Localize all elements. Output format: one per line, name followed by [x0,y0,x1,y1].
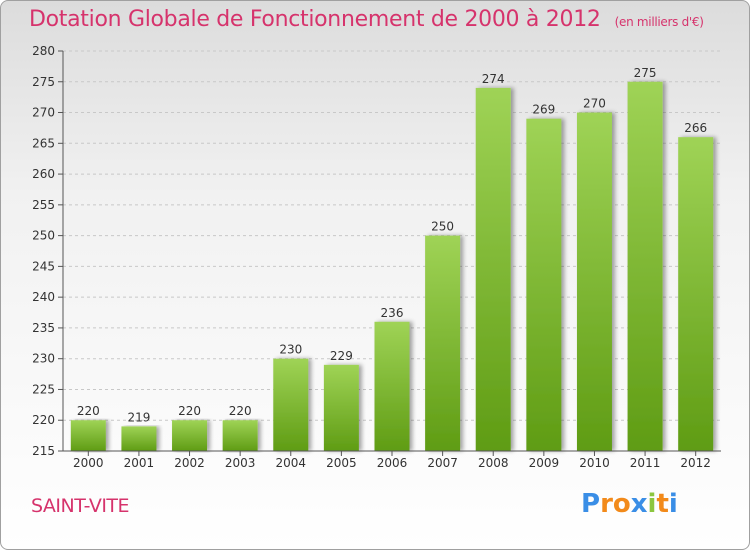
chart-title: Dotation Globale de Fonctionnement de 20… [29,7,704,32]
bar [222,420,258,451]
logo-letter: i [668,489,678,519]
bar [172,420,208,451]
data-label: 275 [634,66,657,80]
bar [627,81,663,452]
x-tick-label: 2006 [377,456,408,470]
bar [273,358,309,451]
y-tick-label: 280 [32,44,55,58]
x-tick-label: 2012 [680,456,711,470]
logo-letter: o [612,489,631,519]
bar [526,118,562,451]
bar [323,364,359,451]
x-tick-label: 2002 [174,456,205,470]
bar [678,137,714,451]
y-tick-label: 255 [32,198,55,212]
logo-letter: t [656,489,669,519]
x-tick-label: 2005 [326,456,357,470]
x-tick-label: 2001 [124,456,155,470]
bar [576,112,612,452]
y-tick-label: 260 [32,167,55,181]
y-tick-label: 235 [32,321,55,335]
x-tick-label: 2003 [225,456,256,470]
x-tick-label: 2010 [579,456,610,470]
data-label: 219 [127,410,150,424]
data-label: 220 [178,404,201,418]
bar [374,321,410,451]
data-label: 236 [381,306,404,320]
x-tick-label: 2009 [529,456,560,470]
x-tick-label: 2011 [630,456,661,470]
data-label: 274 [482,72,505,86]
data-label: 220 [229,404,252,418]
data-label: 229 [330,349,353,363]
logo-letter: i [647,489,657,519]
x-tick-label: 2007 [427,456,458,470]
logo-letter: r [600,489,613,519]
data-label: 230 [279,343,302,357]
data-label: 250 [431,220,454,234]
data-label: 220 [77,404,100,418]
x-tick-label: 2008 [478,456,509,470]
chart-title-text: Dotation Globale de Fonctionnement de 20… [29,7,601,32]
x-tick-label: 2000 [73,456,104,470]
y-tick-label: 270 [32,106,55,120]
y-tick-label: 240 [32,290,55,304]
logo-letter: x [630,489,648,519]
proxiti-logo: Proxiti [581,489,678,519]
y-tick-label: 250 [32,229,55,243]
y-tick-label: 215 [32,444,55,458]
bar [70,420,106,451]
bar [121,426,157,451]
y-tick-label: 245 [32,259,55,273]
bar [475,87,511,451]
data-label: 270 [583,97,606,111]
logo-letter: P [581,489,601,519]
chart-unit: (en milliers d'€) [614,15,704,29]
y-tick-label: 220 [32,413,55,427]
data-label: 266 [684,121,707,135]
y-tick-label: 225 [32,382,55,396]
bar [425,235,461,451]
x-tick-label: 2004 [275,456,306,470]
commune-name: SAINT-VITE [31,495,130,517]
y-tick-label: 275 [32,75,55,89]
y-tick-label: 230 [32,352,55,366]
y-tick-label: 265 [32,136,55,150]
data-label: 269 [532,103,555,117]
